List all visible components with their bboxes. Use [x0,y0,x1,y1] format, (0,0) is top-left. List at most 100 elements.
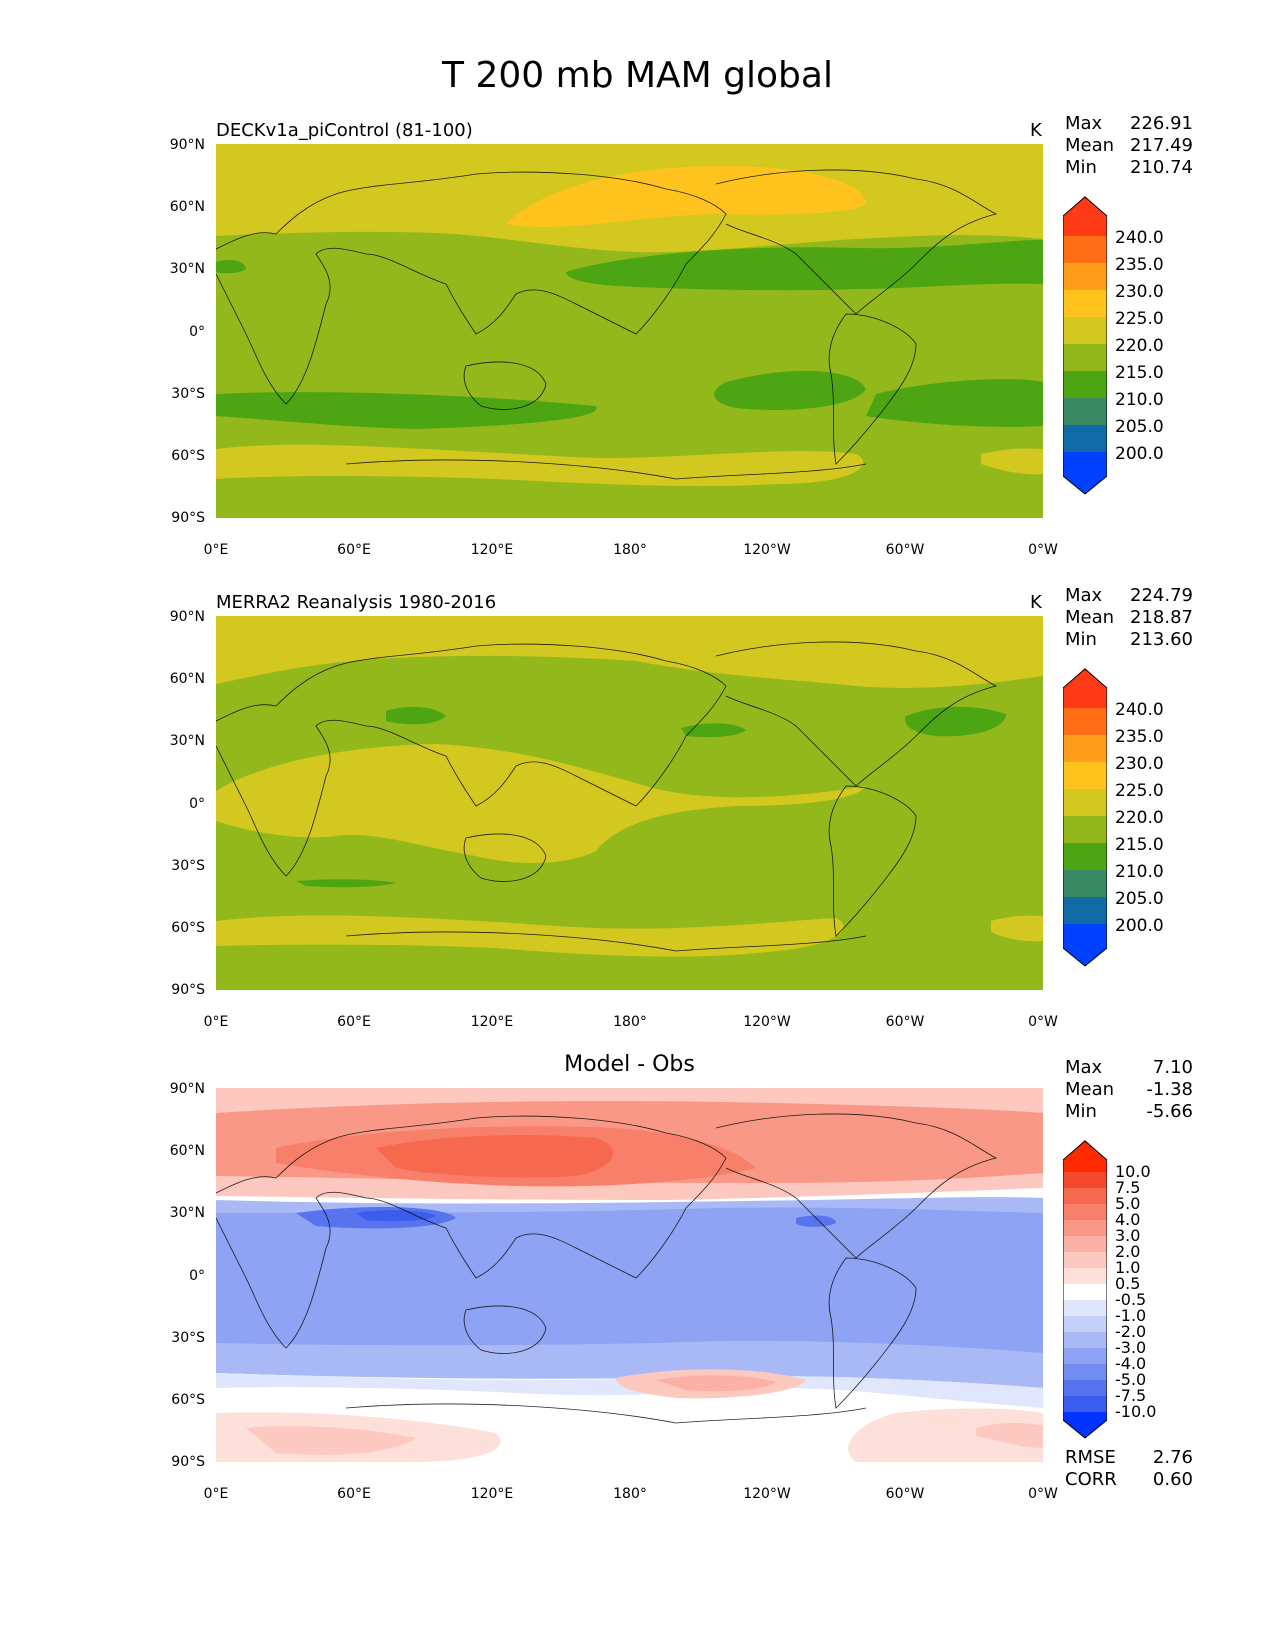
x-tick-label: 120°E [470,542,514,558]
y-tick-label: 90°S [171,982,205,998]
colorbar-label: -1.0 [1115,1306,1147,1325]
corr-label: CORR [1065,1469,1117,1490]
colorbar-label: 215.0 [1115,363,1164,383]
y-tick-label: 90°S [171,510,205,526]
y-tick-label: 30°S [171,386,205,402]
y-tick-label: 0° [189,796,205,812]
x-tick-label: 0°E [203,1014,229,1030]
colorbar [1062,1140,1108,1440]
colorbar-label: 235.0 [1115,727,1164,747]
stat-max-value: 224.79 [1130,585,1193,606]
colorbar-label: -3.0 [1115,1338,1147,1357]
colorbar-label: 200.0 [1115,444,1164,464]
x-tick-label: 60°W [885,1014,925,1030]
stat-max-label: Max [1065,585,1103,606]
colorbar-label: -7.5 [1115,1386,1147,1405]
y-tick-label: 60°N [169,671,205,687]
x-tick-label: 60°E [337,542,371,558]
colorbar-label: -10.0 [1115,1402,1157,1421]
stat-mean-value: 218.87 [1130,607,1193,628]
colorbar-label: 220.0 [1115,808,1164,828]
stat-min-label: Min [1065,629,1097,650]
stat-max-label: Max [1065,113,1103,134]
colorbar-label: 5.0 [1115,1194,1141,1213]
stat-min-label: Min [1065,1101,1097,1122]
colorbar-label: 210.0 [1115,390,1164,410]
stat-max-value: 226.91 [1130,113,1193,134]
y-tick-label: 90°N [169,609,205,625]
map-plot [216,616,1043,990]
x-tick-label: 120°W [743,542,791,558]
x-tick-label: 0°E [203,542,229,558]
y-tick-label: 0° [189,1268,205,1284]
y-tick-label: 90°S [171,1454,205,1470]
y-tick-label: 60°S [171,448,205,464]
stats-box: Max 7.10 Mean -1.38 Min -5.66 [1065,1057,1193,1123]
stats-box: Max 226.91 Mean 217.49 Min 210.74 [1065,113,1193,179]
panel-model: DECKv1a_piControl (81-100) K Max 226.91 M… [0,113,1275,560]
units-label: K [1030,592,1042,613]
y-tick-label: 0° [189,324,205,340]
x-tick-label: 0°W [1028,1486,1058,1502]
error-stats-box: RMSE 2.76 CORR 0.60 [1065,1447,1193,1491]
colorbar-label: 215.0 [1115,835,1164,855]
x-tick-label: 60°W [885,1486,925,1502]
stat-min-value: 210.74 [1130,157,1193,178]
units-label: K [1030,120,1042,141]
colorbar-label: 1.0 [1115,1258,1141,1277]
y-tick-label: 60°N [169,1143,205,1159]
stat-max-value: 7.10 [1152,1057,1193,1078]
panel-title: MERRA2 Reanalysis 1980-2016 [216,592,497,613]
colorbar [1062,668,1108,968]
x-tick-label: 180° [613,1486,647,1502]
colorbar [1062,196,1108,496]
y-tick-label: 60°S [171,1392,205,1408]
x-tick-label: 60°E [337,1014,371,1030]
map-plot [216,1088,1043,1462]
colorbar-label: 0.5 [1115,1274,1141,1293]
colorbar-label: 240.0 [1115,228,1164,248]
colorbar-label: 210.0 [1115,862,1164,882]
colorbar-label: 205.0 [1115,889,1164,909]
colorbar-label: 225.0 [1115,309,1164,329]
panel-title: Model - Obs [564,1052,695,1077]
corr-value: 0.60 [1152,1469,1193,1490]
y-tick-label: 30°S [171,1330,205,1346]
colorbar-label: 10.0 [1115,1162,1151,1181]
colorbar-label: 240.0 [1115,700,1164,720]
panel-observations: MERRA2 Reanalysis 1980-2016 K Max 224.79 … [0,585,1275,1032]
x-tick-label: 120°W [743,1014,791,1030]
rmse-label: RMSE [1065,1447,1116,1468]
map-plot [216,144,1043,518]
y-tick-label: 30°N [169,1205,205,1221]
colorbar-label: 220.0 [1115,336,1164,356]
x-tick-label: 120°W [743,1486,791,1502]
x-tick-label: 60°E [337,1486,371,1502]
figure-title: T 200 mb MAM global [442,55,833,96]
colorbar-label: 7.5 [1115,1178,1141,1197]
colorbar-label: -0.5 [1115,1290,1147,1309]
panel-difference: Model - Obs Max 7.10 Mean -1.38 Min -5.66 [0,1052,1275,1504]
y-tick-label: 30°S [171,858,205,874]
stat-min-value: 213.60 [1130,629,1193,650]
colorbar-label: 230.0 [1115,754,1164,774]
panel-title: DECKv1a_piControl (81-100) [216,120,473,141]
y-tick-label: 30°N [169,261,205,277]
stats-box: Max 224.79 Mean 218.87 Min 213.60 [1065,585,1193,651]
x-tick-label: 120°E [470,1486,514,1502]
stat-min-value: -5.66 [1146,1101,1193,1122]
colorbar-label: 200.0 [1115,916,1164,936]
stat-mean-label: Mean [1065,607,1115,628]
stat-mean-value: -1.38 [1146,1079,1193,1100]
y-tick-label: 90°N [169,1081,205,1097]
x-tick-label: 0°W [1028,1014,1058,1030]
colorbar-label: -5.0 [1115,1370,1147,1389]
x-tick-label: 0°E [203,1486,229,1502]
stat-mean-label: Mean [1065,135,1115,156]
stat-mean-value: 217.49 [1130,135,1193,156]
y-tick-label: 60°S [171,920,205,936]
x-tick-label: 60°W [885,542,925,558]
y-tick-label: 30°N [169,733,205,749]
colorbar-label: 225.0 [1115,781,1164,801]
colorbar-label: 230.0 [1115,282,1164,302]
